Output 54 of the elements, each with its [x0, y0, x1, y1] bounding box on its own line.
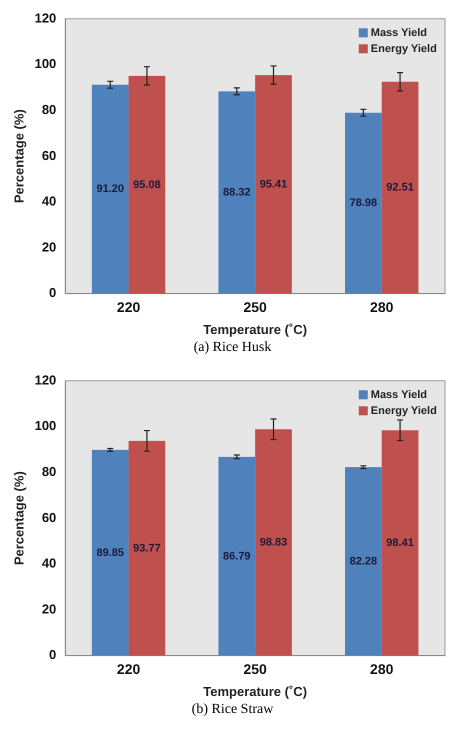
bar [255, 75, 292, 294]
bar [255, 429, 292, 656]
x-tick-label: 280 [370, 298, 394, 315]
bar [345, 467, 382, 656]
data-label: 98.83 [260, 536, 288, 548]
legend-label: Energy Yield [370, 42, 437, 55]
data-label: 88.32 [223, 186, 251, 199]
bar [218, 91, 256, 294]
x-tick-label: 220 [116, 298, 140, 315]
y-axis-title: Percentage (%) [11, 471, 26, 566]
legend-label: Mass Yield [370, 26, 428, 39]
bar [92, 84, 129, 294]
y-tick-label: 120 [34, 372, 56, 388]
y-tick-label: 40 [42, 194, 56, 209]
data-label: 92.51 [386, 182, 414, 194]
y-tick-label: 60 [42, 510, 56, 525]
y-tick-label: 60 [42, 148, 56, 163]
data-label: 89.85 [96, 546, 124, 559]
bar [345, 112, 382, 294]
bar [382, 430, 418, 656]
bar [128, 76, 166, 294]
x-tick-label: 250 [243, 298, 268, 315]
data-label: 82.28 [350, 555, 378, 568]
y-tick-label: 80 [42, 102, 56, 117]
bar [92, 450, 129, 656]
data-label: 95.08 [133, 178, 161, 191]
x-tick-label: 280 [370, 660, 394, 677]
data-label: 78.98 [350, 197, 378, 210]
y-tick-label: 0 [49, 647, 56, 662]
x-tick-label: 250 [243, 660, 268, 677]
data-label: 95.41 [260, 178, 288, 190]
bar [218, 456, 256, 656]
x-tick-label: 220 [116, 660, 140, 677]
text: (a) Rice Husk [192, 340, 272, 356]
data-label: 93.77 [133, 542, 161, 554]
text: (b) Rice Straw [190, 702, 274, 718]
y-tick-label: 100 [34, 56, 56, 72]
x-axis-title: Temperature (˚C) [203, 322, 308, 337]
data-label: 91.20 [96, 183, 124, 196]
y-tick-label: 80 [42, 464, 56, 479]
bar [128, 440, 166, 656]
y-tick-label: 0 [49, 285, 56, 300]
y-tick-label: 20 [42, 239, 56, 254]
legend-label: Mass Yield [370, 388, 428, 401]
y-tick-label: 100 [34, 418, 56, 434]
legend-label: Energy Yield [370, 404, 437, 417]
bar [382, 82, 418, 294]
data-label: 98.41 [386, 536, 414, 549]
y-tick-label: 20 [42, 601, 56, 616]
data-label: 86.79 [223, 550, 251, 562]
y-tick-label: 40 [42, 556, 56, 571]
y-axis-title: Percentage (%) [11, 109, 26, 204]
x-axis-title: Temperature (˚C) [203, 684, 308, 699]
y-tick-label: 120 [34, 10, 56, 26]
